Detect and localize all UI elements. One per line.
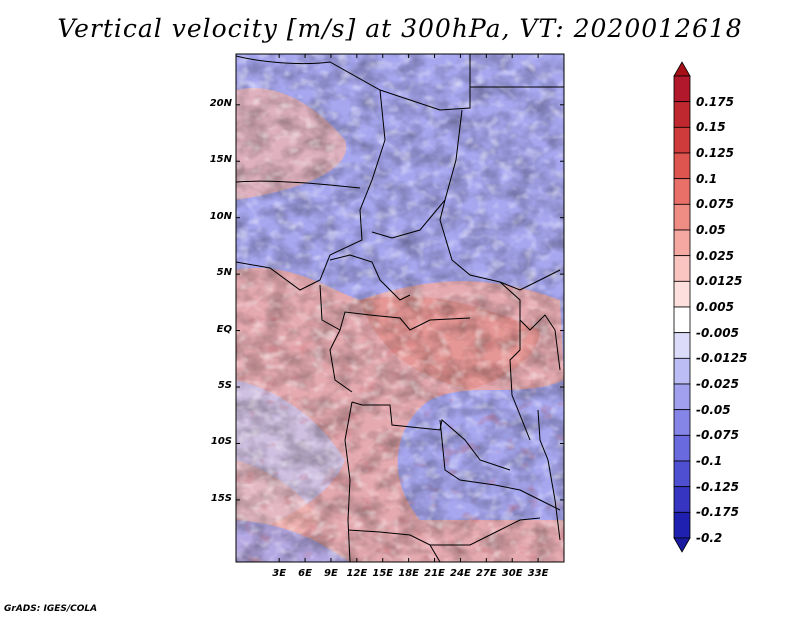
- colorbar-segment: [673, 75, 691, 103]
- colorbar-label: 0.05: [696, 223, 726, 237]
- lat-tick-label: 20N: [209, 97, 232, 109]
- lon-tick-label: 9E: [324, 568, 338, 579]
- colorbar-bottom-arrow: [673, 537, 691, 553]
- colorbar-segment: [673, 255, 691, 282]
- colorbar-segment: [673, 126, 691, 154]
- colorbar-segment: [673, 101, 691, 128]
- colorbar-segment: [673, 152, 691, 180]
- lon-tick-label: 15E: [372, 568, 394, 579]
- lon-tick-label: 18E: [398, 568, 419, 579]
- colorbar-label: 0.175: [696, 94, 734, 109]
- colorbar-segment: [673, 486, 691, 513]
- colorbar-label: -0.075: [696, 428, 739, 443]
- colorbar-segment: [673, 434, 691, 462]
- colorbar-top-arrow: [673, 61, 691, 77]
- colorbar-label: -0.0125: [696, 351, 748, 366]
- lon-tick-label: 30E: [501, 568, 523, 579]
- colorbar-label: -0.025: [696, 377, 739, 391]
- map-title: Vertical velocity [m/s] at 300hPa, VT: 2…: [57, 14, 743, 43]
- lon-tick-label: 24E: [450, 568, 471, 579]
- lon-tick-label: 33E: [527, 568, 549, 579]
- lat-tick-label: EQ: [216, 323, 232, 335]
- lat-tick-label: 15N: [209, 154, 232, 166]
- colorbar-segment: [673, 357, 691, 385]
- colorbar-segment: [673, 178, 691, 205]
- lon-tick-label: 12E: [346, 568, 368, 579]
- lat-tick-label: 15S: [210, 492, 232, 504]
- colorbar-segment: [673, 332, 691, 359]
- colorbar-segment: [673, 511, 691, 539]
- colorbar-segment: [673, 280, 691, 308]
- lon-tick-label: 3E: [272, 568, 287, 579]
- colorbar-label: 0.025: [696, 248, 734, 263]
- colorbar-segment: [673, 409, 691, 436]
- colorbar-label: -0.005: [696, 325, 739, 340]
- colorbar-label: -0.1: [696, 454, 723, 468]
- lon-tick-label: 27E: [475, 568, 497, 579]
- colorbar-label: 0.125: [696, 146, 734, 160]
- lat-tick-label: 5S: [217, 380, 232, 392]
- lon-tick-label: 21E: [424, 568, 445, 579]
- grads-credit: GrADS: IGES/COLA: [4, 604, 98, 614]
- colorbar-label: -0.05: [696, 402, 731, 417]
- country-borders: [236, 54, 564, 562]
- axis-ticks: [236, 54, 564, 562]
- colorbar-label: -0.125: [696, 479, 739, 494]
- colorbar-label: 0.005: [696, 300, 734, 314]
- colorbar-segment: [673, 306, 691, 334]
- colorbar-segment: [673, 460, 691, 488]
- colorbar-segment: [673, 203, 691, 231]
- colorbar-label: 0.0125: [696, 274, 743, 289]
- colorbar-label: -0.2: [696, 531, 723, 545]
- colorbar-label: 0.075: [696, 197, 734, 212]
- lat-tick-label: 10S: [210, 436, 232, 448]
- colorbar: [673, 61, 691, 553]
- colorbar-label: 0.15: [696, 120, 726, 135]
- colorbar-label: -0.175: [696, 505, 739, 520]
- vertical-velocity-field: [236, 54, 564, 562]
- colorbar-label: 0.1: [696, 171, 718, 186]
- lon-tick-label: 6E: [298, 568, 312, 579]
- colorbar-segment: [673, 229, 691, 257]
- lat-tick-label: 5N: [216, 267, 232, 279]
- plot-frame: [235, 53, 565, 563]
- lat-tick-label: 10N: [209, 210, 232, 222]
- colorbar-segment: [673, 383, 691, 411]
